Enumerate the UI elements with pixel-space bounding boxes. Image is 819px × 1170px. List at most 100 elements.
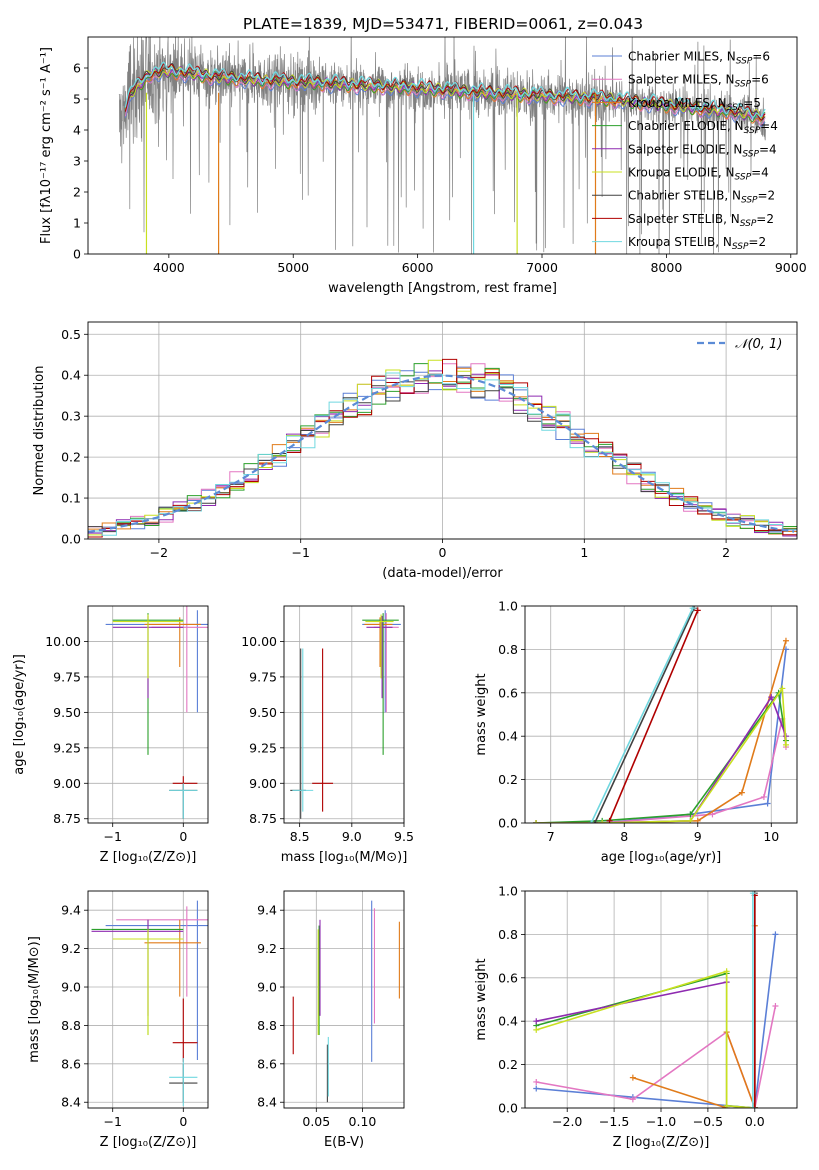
mass_vs_z-xtick-label: 0 xyxy=(179,1114,187,1129)
mass_weight_vs_z-line-kroupa_miles xyxy=(632,925,756,1108)
mass_weight_vs_z-xlabel: Z [log₁₀(Z/Z⊙)] xyxy=(613,1135,710,1150)
mass_vs_ebv-ytick-label: 9.0 xyxy=(257,980,277,995)
mass_weight_vs_age-marker-kroupa_elodie xyxy=(782,741,789,748)
gaussian-curve xyxy=(88,374,795,533)
residuals-plot-area xyxy=(88,358,797,538)
mass_weight_vs_z-ytick-label: 0.4 xyxy=(498,1014,518,1029)
mass_vs_z-ylabel: mass [log₁₀(M/M⊙)] xyxy=(27,936,42,1063)
mass_vs_z-ytick-label: 9.2 xyxy=(61,941,81,956)
age_vs_z-ytick-label: 9.00 xyxy=(53,776,81,791)
residuals-ytick-label: 0.0 xyxy=(61,532,81,547)
mass_weight_vs_z-ytick-label: 0.0 xyxy=(498,1101,518,1116)
residuals-xtick-label: 1 xyxy=(580,545,588,560)
mass_vs_z-ytick-label: 8.6 xyxy=(61,1056,81,1071)
mass_weight_vs_z-marker-chabrier_miles xyxy=(772,931,779,938)
legend-entry: Salpeter ELODIE, NSSP=4 xyxy=(628,142,777,159)
mass_weight_vs_age-marker-salpeter_miles xyxy=(760,793,767,800)
mass_weight_vs_age-frame xyxy=(524,605,798,824)
spectrum-ytick-label: 5 xyxy=(73,92,81,107)
residuals-xlabel: (data-model)/error xyxy=(382,566,503,581)
age_vs_mass-ytick-label: 9.50 xyxy=(249,705,277,720)
legend-entry: Kroupa STELIB, NSSP=2 xyxy=(628,235,766,252)
mass_vs_z-xlabel: Z [log₁₀(Z/Z⊙)] xyxy=(100,1135,197,1150)
spectrum-ytick-label: 3 xyxy=(73,154,81,169)
mass_weight_vs_z-line-kroupa_elodie xyxy=(536,970,755,1108)
residuals-xtick-label: −2 xyxy=(150,545,168,560)
residuals-ylabel: Normed distribution xyxy=(32,366,47,496)
mass_vs_ebv-frame xyxy=(283,890,405,1109)
age_vs_z-ytick-label: 9.75 xyxy=(53,669,81,684)
mass_vs_z-plot-area xyxy=(91,900,208,1107)
residuals-ytick-label: 0.4 xyxy=(61,368,81,383)
spectrum-xtick-label: 7000 xyxy=(526,260,558,275)
mass_weight_vs_age-ylabel: mass weight xyxy=(474,673,489,755)
spectrum-ylabel: Flux [fλ10⁻¹⁷ erg cm⁻² s⁻¹ A⁻¹] xyxy=(39,47,54,244)
legend-entry: Chabrier MILES, NSSP=6 xyxy=(628,50,770,67)
mass_weight_vs_age-line-kroupa_stelib xyxy=(590,607,694,823)
mass_weight_vs_age-line-chabrier_elodie xyxy=(535,690,787,823)
mass_vs_ebv-ytick-label: 9.2 xyxy=(257,941,277,956)
mass_vs_z-ytick-label: 9.0 xyxy=(61,980,81,995)
spectrum-xtick-label: 6000 xyxy=(402,260,434,275)
age_vs_z-ytick-label: 9.50 xyxy=(53,705,81,720)
age_vs_mass-xlabel: mass [log₁₀(M/M⊙)] xyxy=(281,850,408,865)
mass_weight_vs_age-marker-chabrier_elodie xyxy=(687,811,694,818)
mass_vs_ebv-plot-area xyxy=(292,900,400,1103)
spectrum-data-line xyxy=(118,37,767,254)
mass_weight_vs_age-xtick-label: 7 xyxy=(547,829,555,844)
mass_weight_vs_age-marker-salpeter_stelib xyxy=(694,607,701,614)
spectrum-model-line-salpeter_stelib xyxy=(124,63,766,121)
mass_weight_vs_z-marker-chabrier_miles xyxy=(533,1085,540,1092)
age_vs_z-ytick-label: 8.75 xyxy=(53,811,81,826)
spectrum-panel: 4000 5000 6000 7000 8000 9000 0 1 2 3 4 5 6 wavelengt… xyxy=(39,36,807,296)
mass_weight_vs_z-marker-salpeter_miles xyxy=(533,1078,540,1085)
age_vs_mass-ytick-label: 9.25 xyxy=(249,740,277,755)
mass_weight_vs_age-ytick-label: 0.6 xyxy=(498,685,518,700)
residuals-xtick-label: −1 xyxy=(291,545,309,560)
spectrum-plot-area xyxy=(118,37,767,254)
mass_vs_z-ytick-label: 8.4 xyxy=(61,1095,81,1110)
mass_weight_vs_z-ytick-label: 0.8 xyxy=(498,927,518,942)
mass_weight_vs_z-marker-salpeter_stelib xyxy=(751,1105,758,1108)
residuals-ytick-label: 0.1 xyxy=(61,491,81,506)
spectrum-ytick-label: 4 xyxy=(73,123,81,138)
age_vs_mass-ytick-label: 9.75 xyxy=(249,669,277,684)
spectrum-frame xyxy=(87,36,798,255)
age_vs_z-xlabel: Z [log₁₀(Z/Z⊙)] xyxy=(100,850,197,865)
mass_weight_vs_age-ytick-label: 0.4 xyxy=(498,729,518,744)
spectrum-model-line-chabrier_stelib xyxy=(124,62,766,121)
spectrum-ytick-label: 0 xyxy=(73,247,81,262)
age_vs_mass-ytick-label: 8.75 xyxy=(249,811,277,826)
spectrum-xlabel: wavelength [Angstrom, rest frame] xyxy=(328,281,557,296)
age_vs_z-ylabel: age [log₁₀(age/yr)] xyxy=(12,654,27,775)
mass_weight_vs_age-marker-chabrier_miles xyxy=(764,800,771,807)
age_vs_mass-ytick-label: 10.00 xyxy=(241,634,277,649)
mass_weight_vs_z-ytick-label: 1.0 xyxy=(498,884,518,899)
mass_vs_z-xtick-label: −1 xyxy=(103,1114,121,1129)
mass_weight_vs_z-marker-kroupa_elodie xyxy=(723,968,730,975)
mass_weight_vs_z-marker-kroupa_stelib xyxy=(749,1105,756,1108)
mass_weight_vs_z-xtick-label: −1.5 xyxy=(599,1114,629,1129)
mass_vs_ebv-ytick-label: 8.4 xyxy=(257,1095,277,1110)
mass_weight_vs_z-plot-area xyxy=(533,891,779,1108)
age_vs_mass-xtick-label: 8.5 xyxy=(290,829,310,844)
mass_weight_vs_z-xtick-label: −1.0 xyxy=(646,1114,676,1129)
spectrum-ytick-label: 2 xyxy=(73,185,81,200)
mass_weight_vs_z-ytick-label: 0.2 xyxy=(498,1057,518,1072)
mass_weight_vs_age-line-chabrier_stelib xyxy=(594,607,695,823)
age_vs_mass-xtick-label: 9.0 xyxy=(342,829,362,844)
mass_vs_z-ytick-label: 8.8 xyxy=(61,1018,81,1033)
mass_weight_vs_age-marker-kroupa_miles xyxy=(782,637,789,644)
mass_weight_vs_age-marker-chabrier_stelib xyxy=(591,820,598,823)
residuals-frame xyxy=(87,321,798,540)
mass_weight_vs_z-marker-kroupa_miles xyxy=(629,1074,636,1081)
age_vs_z-xtick-label: 0 xyxy=(179,829,187,844)
legend-entry: Chabrier ELODIE, NSSP=4 xyxy=(628,119,778,136)
mass_weight_vs_age-ytick-label: 0.2 xyxy=(498,772,518,787)
mass_vs_ebv-panel: 0.05 0.10 8.4 8.6 8.8 9.0 9.2 9.4 E(B-V) xyxy=(257,890,405,1150)
mass_vs_z-panel: −1 0 8.4 8.6 8.8 9.0 9.2 9.4 Z [log₁₀(Z/Z⊙)] mass… xyxy=(27,890,209,1150)
age_vs_mass-frame xyxy=(283,605,405,824)
residuals-panel: −2 −1 0 1 2 0.0 0.1 0.2 0.3 0.4 0.5 (data-model)/er… xyxy=(32,321,798,581)
age_vs_mass-panel: 8.5 9.0 9.5 8.75 9.00 9.25 9.50 9.75 10.00 mass [… xyxy=(241,605,414,865)
mass_weight_vs_z-ytick-label: 0.6 xyxy=(498,970,518,985)
